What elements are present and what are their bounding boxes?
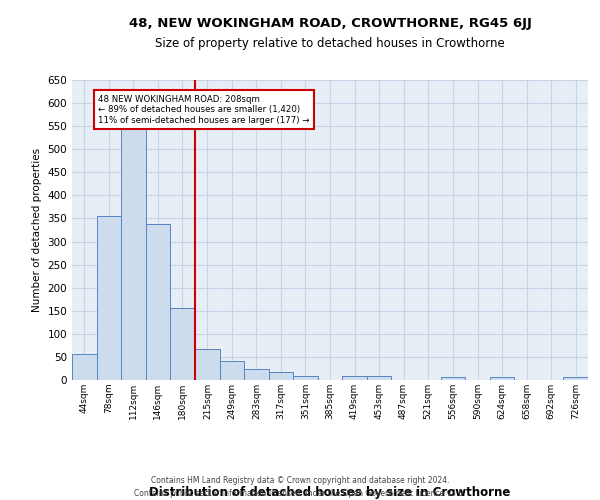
- Bar: [490, 377, 514, 380]
- Bar: [367, 376, 391, 380]
- Text: Contains HM Land Registry data © Crown copyright and database right 2024.: Contains HM Land Registry data © Crown c…: [151, 476, 449, 485]
- Bar: [441, 377, 466, 380]
- Bar: [563, 377, 588, 380]
- Bar: [342, 376, 367, 380]
- Bar: [72, 354, 97, 380]
- Bar: [244, 369, 269, 380]
- Bar: [293, 376, 318, 380]
- Bar: [195, 348, 220, 380]
- Bar: [170, 308, 194, 380]
- Text: 48 NEW WOKINGHAM ROAD: 208sqm
← 89% of detached houses are smaller (1,420)
11% o: 48 NEW WOKINGHAM ROAD: 208sqm ← 89% of d…: [98, 95, 310, 124]
- Y-axis label: Number of detached properties: Number of detached properties: [32, 148, 42, 312]
- Bar: [97, 216, 121, 380]
- Text: Size of property relative to detached houses in Crowthorne: Size of property relative to detached ho…: [155, 38, 505, 51]
- Bar: [121, 126, 146, 380]
- Bar: [220, 360, 244, 380]
- Bar: [146, 224, 170, 380]
- Text: 48, NEW WOKINGHAM ROAD, CROWTHORNE, RG45 6JJ: 48, NEW WOKINGHAM ROAD, CROWTHORNE, RG45…: [128, 18, 532, 30]
- X-axis label: Distribution of detached houses by size in Crowthorne: Distribution of detached houses by size …: [149, 486, 511, 499]
- Bar: [269, 372, 293, 380]
- Text: Contains public sector information licensed under the Open Government Licence v3: Contains public sector information licen…: [134, 489, 466, 498]
